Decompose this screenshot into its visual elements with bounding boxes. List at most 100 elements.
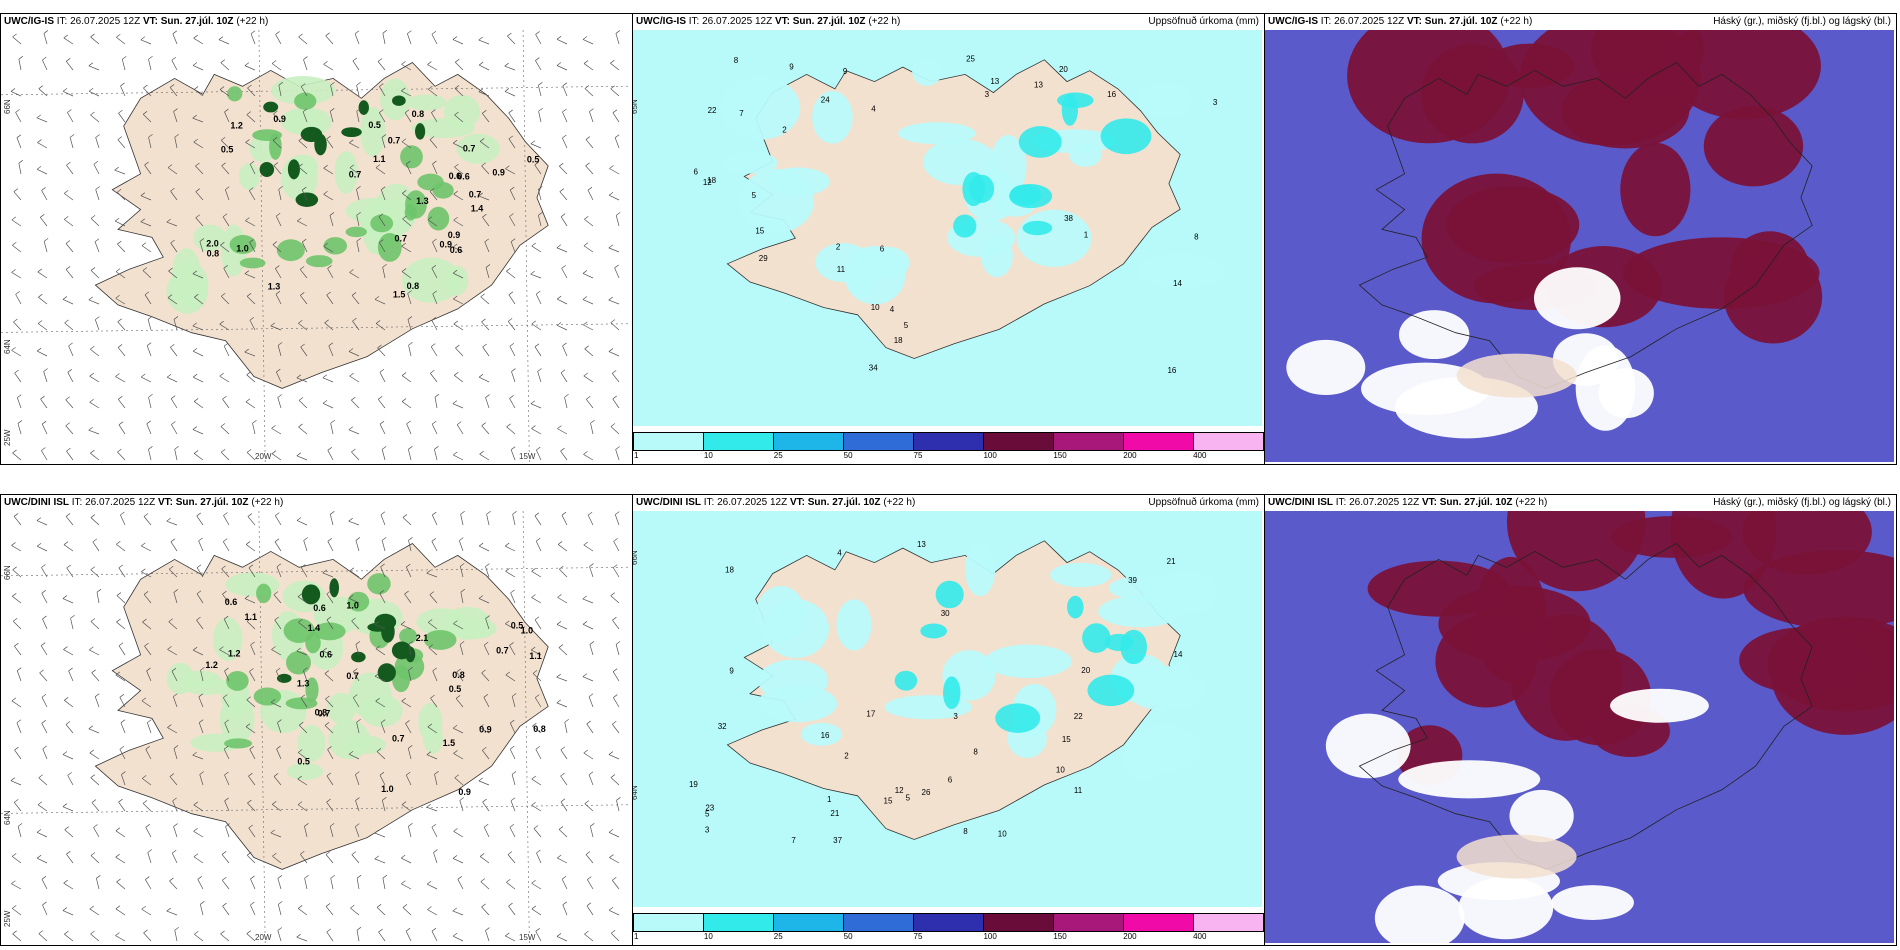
precip-value: 29 (759, 254, 768, 263)
cloud-panel-row1: UWC/IG-IS IT: 26.07.2025 12Z VT: Sun. 27… (1264, 13, 1897, 465)
panel-title: UWC/IG-IS IT: 26.07.2025 12Z VT: Sun. 27… (4, 16, 268, 27)
precip-value: 1 (1084, 231, 1089, 240)
precip-value: 16 (821, 731, 830, 740)
precip-value: 24 (821, 95, 830, 104)
precip-value: 2 (844, 752, 849, 761)
precip-value: 13 (917, 540, 926, 549)
colorbar-tick: 50 (843, 932, 853, 941)
lon-label-25w: 25W (3, 429, 12, 446)
precip-value: 12 (703, 178, 712, 187)
colorbar-cell (1124, 433, 1194, 450)
panel-title: UWC/DINI ISL IT: 26.07.2025 12Z VT: Sun.… (636, 497, 915, 508)
precip-value: 19 (689, 780, 698, 789)
wind-precip-value: 1.4 (308, 623, 321, 633)
valid-time: VT: Sun. 27.júl. 10Z (157, 497, 249, 508)
precip-colorbar (633, 432, 1264, 451)
valid-time: VT: Sun. 27.júl. 10Z (789, 497, 881, 508)
colorbar-cell (844, 433, 914, 450)
colorbar-tick: 25 (773, 932, 783, 941)
wind-precip-value: 0.7 (463, 143, 476, 153)
wind-precip-value: 1.2 (230, 121, 243, 131)
wind-map: 0.51.0 0.92.11.10.70.81.31.00.61.41.20.50… (1, 511, 630, 943)
wind-precip-value: 0.5 (449, 684, 462, 694)
wind-precip-value: 0.6 (225, 597, 238, 607)
wind-precip-value: 1.3 (297, 679, 310, 689)
colorbar-tick: 200 (1123, 932, 1137, 941)
lead-time: (+22 h) (868, 16, 901, 27)
precip-value: 18 (894, 336, 903, 345)
colorbar-cell (1194, 914, 1263, 931)
wind-precip-value: 0.8 (407, 281, 420, 291)
precip-value: 6 (948, 775, 953, 784)
colorbar-cell (1124, 914, 1194, 931)
colorbar-cell (774, 433, 844, 450)
colorbar-cell (704, 433, 774, 450)
valid-time: VT: Sun. 27.júl. 10Z (142, 16, 234, 27)
colorbar-cell (1054, 914, 1124, 931)
wind-precip-value: 0.9 (492, 167, 505, 177)
wind-precip-value: 0.7 (318, 708, 331, 718)
model-name: UWC/DINI ISL (1268, 497, 1333, 508)
wind-panel-row1: UWC/IG-IS IT: 26.07.2025 12Z VT: Sun. 27… (0, 13, 633, 465)
precip-field-label: Uppsöfnuð úrkoma (mm) (1148, 497, 1259, 508)
precip-value: 14 (1173, 279, 1182, 288)
wind-precip-value: 0.7 (349, 170, 362, 180)
lon-label-25w: 25W (3, 910, 12, 927)
precip-value: 8 (973, 748, 978, 757)
wind-precip-value: 1.4 (471, 203, 484, 213)
precip-value: 5 (904, 321, 909, 330)
wind-precip-value: 1.0 (381, 784, 394, 794)
precip-value: 3 (705, 825, 710, 834)
lat-label-64n: 64N (3, 810, 12, 825)
precip-value: 21 (1167, 557, 1176, 566)
wind-precip-value: 2.0 (206, 238, 219, 248)
precip-value: 7 (791, 836, 796, 845)
colorbar-cell (704, 914, 774, 931)
precip-field-label: Uppsöfnuð úrkoma (mm) (1148, 16, 1259, 27)
wind-precip-value: 0.6 (313, 603, 326, 613)
iceland-outline (1358, 61, 1813, 389)
precip-value: 38 (1064, 214, 1073, 223)
colorbar-ticks: 1 10 25 50 75 100 150 200 400 (633, 932, 1262, 944)
colorbar-tick: 75 (913, 932, 923, 941)
colorbar-tick: 100 (983, 932, 997, 941)
model-name: UWC/DINI ISL (636, 497, 701, 508)
precip-value: 9 (789, 62, 794, 71)
colorbar-tick: 150 (1053, 932, 1067, 941)
panel-title: UWC/IG-IS IT: 26.07.2025 12Z VT: Sun. 27… (1268, 16, 1532, 27)
colorbar-tick: 400 (1193, 451, 1207, 460)
panel-title: UWC/DINI ISL IT: 26.07.2025 12Z VT: Sun.… (1268, 497, 1547, 508)
colorbar-tick: 10 (703, 451, 713, 460)
precip-value: 18 (725, 566, 734, 575)
colorbar-tick: 200 (1123, 451, 1137, 460)
precip-value: 1 (827, 795, 832, 804)
colorbar-ticks: 1 10 25 50 75 100 150 200 400 (633, 451, 1262, 463)
wind-precip-value: 0.9 (273, 114, 286, 124)
wind-precip-value: 0.9 (458, 787, 471, 797)
wind-precip-value: 0.7 (388, 135, 401, 145)
precip-value: 26 (922, 788, 931, 797)
init-time: IT: 26.07.2025 12Z (688, 16, 773, 27)
precip-value: 3 (1213, 98, 1218, 107)
wind-precip-value: 0.7 (469, 189, 482, 199)
init-time: IT: 26.07.2025 12Z (1320, 16, 1405, 27)
precip-value: 30 (941, 609, 950, 618)
wind-precip-value: 0.8 (315, 707, 328, 717)
model-name: UWC/IG-IS (4, 16, 54, 27)
precip-value: 5 (752, 191, 757, 200)
precip-value: 15 (884, 797, 893, 806)
precip-value: 6 (880, 244, 885, 253)
colorbar-cell (844, 914, 914, 931)
wind-precip-value: 1.3 (416, 196, 429, 206)
precip-value: 5 (705, 810, 710, 819)
precip-value: 10 (1056, 766, 1065, 775)
precip-panel-row2: UWC/DINI ISL IT: 26.07.2025 12Z VT: Sun.… (632, 494, 1265, 946)
precip-value: 16 (1107, 90, 1116, 99)
precip-value: 4 (890, 305, 895, 314)
precip-value: 4 (837, 548, 842, 557)
precip-value: 22 (708, 106, 717, 115)
wind-precip-value: 2.1 (416, 633, 429, 643)
precip-value: 20 (1081, 666, 1090, 675)
colorbar-tick: 100 (983, 451, 997, 460)
colorbar-cell (634, 433, 704, 450)
